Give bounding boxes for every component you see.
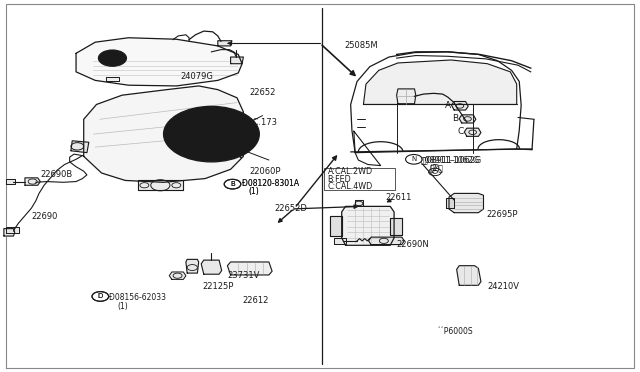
Polygon shape <box>201 260 221 274</box>
Polygon shape <box>355 200 364 206</box>
Text: (1): (1) <box>248 187 259 196</box>
Text: 22652: 22652 <box>250 88 276 97</box>
Text: 22652D: 22652D <box>274 204 307 213</box>
Polygon shape <box>6 179 15 184</box>
Polygon shape <box>452 102 468 110</box>
Polygon shape <box>460 115 476 123</box>
Text: ˊˊP6000S: ˊˊP6000S <box>436 327 473 336</box>
Polygon shape <box>170 272 186 279</box>
Text: 22125P: 22125P <box>202 282 234 291</box>
Text: (1): (1) <box>117 302 127 311</box>
Polygon shape <box>369 237 404 244</box>
Text: ⓝ08911-1062G: ⓝ08911-1062G <box>422 155 481 164</box>
Text: (2): (2) <box>430 164 440 173</box>
Text: Ð08120-8301A: Ð08120-8301A <box>242 179 300 188</box>
Text: Ð08156-62033: Ð08156-62033 <box>109 294 166 302</box>
Polygon shape <box>364 60 516 105</box>
Text: 24079G: 24079G <box>180 72 214 81</box>
Text: 23731V: 23731V <box>227 271 260 280</box>
Polygon shape <box>465 128 481 137</box>
Polygon shape <box>71 141 89 153</box>
Polygon shape <box>342 206 394 245</box>
Polygon shape <box>447 198 454 208</box>
Text: 22695P: 22695P <box>486 211 518 219</box>
Text: D: D <box>98 294 103 299</box>
Polygon shape <box>186 259 198 273</box>
Text: SEC.173: SEC.173 <box>242 118 277 127</box>
Polygon shape <box>227 262 272 275</box>
Text: B:FED: B:FED <box>328 175 351 184</box>
Circle shape <box>164 106 259 162</box>
Polygon shape <box>25 178 40 185</box>
Text: B: B <box>230 181 235 187</box>
Polygon shape <box>330 216 342 236</box>
Polygon shape <box>334 238 346 244</box>
Text: A: A <box>445 101 451 110</box>
Polygon shape <box>223 144 237 152</box>
Polygon shape <box>4 229 15 236</box>
Polygon shape <box>218 41 232 46</box>
Text: Ð08120-8301A: Ð08120-8301A <box>242 179 300 188</box>
Text: 22612: 22612 <box>242 296 268 305</box>
Text: (1): (1) <box>248 187 259 196</box>
Polygon shape <box>138 180 182 190</box>
Text: B: B <box>230 181 235 187</box>
Text: 22611: 22611 <box>385 193 412 202</box>
Polygon shape <box>397 89 416 104</box>
Polygon shape <box>457 266 481 285</box>
Text: 25085M: 25085M <box>344 41 378 50</box>
Polygon shape <box>6 227 19 234</box>
Polygon shape <box>449 193 483 213</box>
Text: D: D <box>98 294 103 299</box>
Polygon shape <box>76 38 242 86</box>
Polygon shape <box>230 57 243 64</box>
Text: C:CAL.4WD: C:CAL.4WD <box>328 182 373 191</box>
Text: 22060P: 22060P <box>250 167 281 176</box>
Polygon shape <box>84 86 243 182</box>
Text: ⓝ08911-1062G: ⓝ08911-1062G <box>421 155 480 164</box>
Text: N: N <box>412 156 417 162</box>
Text: 22690: 22690 <box>31 212 58 221</box>
Circle shape <box>99 50 127 66</box>
Text: B: B <box>452 114 458 123</box>
Text: A:CAL.2WD: A:CAL.2WD <box>328 167 372 176</box>
Text: 22690B: 22690B <box>40 170 72 179</box>
Text: （2）: （2） <box>430 164 444 173</box>
Text: C: C <box>458 127 463 137</box>
Text: 24210V: 24210V <box>487 282 519 291</box>
Polygon shape <box>106 77 119 81</box>
Polygon shape <box>390 218 402 235</box>
Text: 22690N: 22690N <box>397 240 429 249</box>
